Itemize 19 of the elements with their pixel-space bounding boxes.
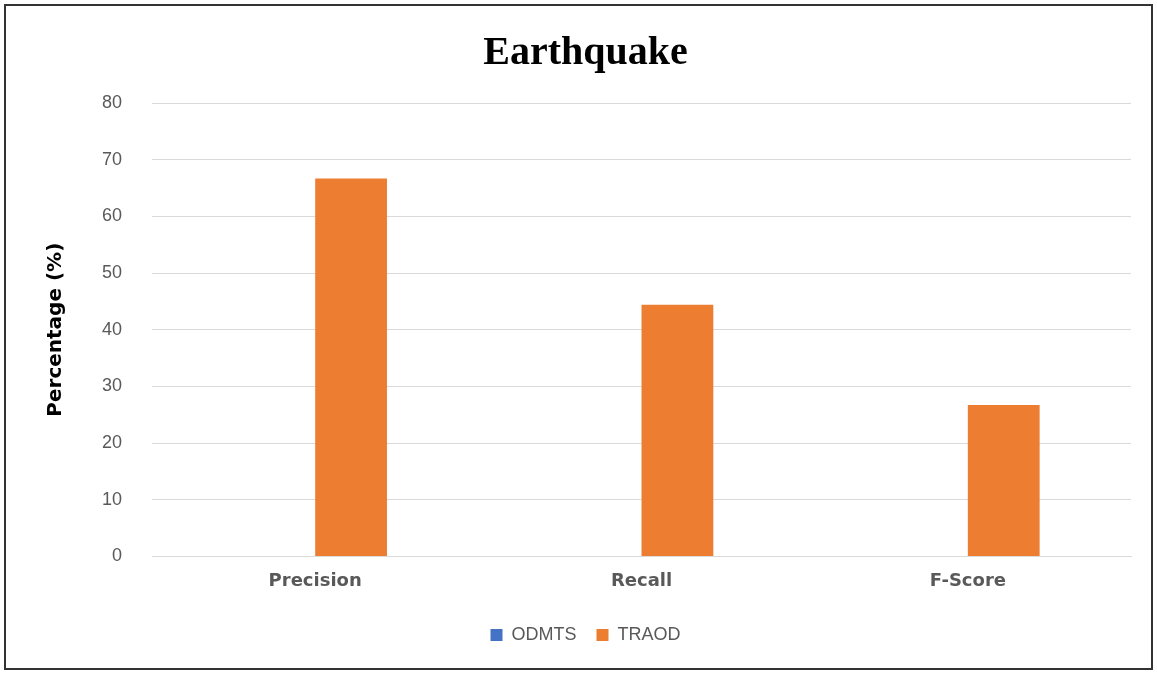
x-tick-label: Recall — [610, 568, 673, 590]
y-tick-label: 30 — [101, 375, 123, 396]
y-tick-label: 50 — [101, 261, 123, 282]
legend-label: TRAOD — [617, 623, 681, 644]
bar — [967, 405, 1040, 556]
y-tick-label: 40 — [101, 318, 123, 339]
y-tick-label: 20 — [101, 432, 123, 453]
x-tick-label: F-Score — [929, 568, 1006, 590]
x-tick-label: Precision — [268, 568, 362, 590]
bar — [315, 178, 387, 556]
legend-label: ODMTS — [511, 623, 577, 644]
y-tick-label: 10 — [101, 488, 123, 509]
chart-title: Earthquake — [483, 28, 688, 74]
y-tick-label: 0 — [112, 545, 123, 566]
y-tick-label: 60 — [101, 205, 123, 226]
y-tick-label: 70 — [101, 148, 123, 169]
y-tick-label: 80 — [101, 91, 123, 112]
bar — [641, 304, 714, 556]
y-axis-title: Percentage (%) — [42, 242, 67, 417]
